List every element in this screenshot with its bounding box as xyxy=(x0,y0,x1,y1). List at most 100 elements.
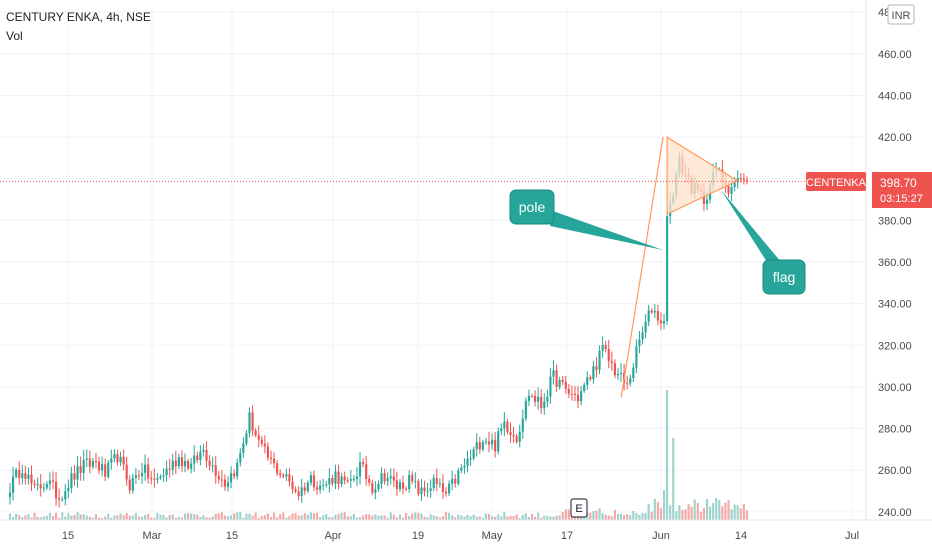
candle-body xyxy=(42,487,45,489)
volume-bar xyxy=(183,513,187,520)
candles xyxy=(8,150,749,508)
candle-body xyxy=(79,466,82,473)
candle-body xyxy=(417,481,420,495)
earnings-event-box[interactable] xyxy=(570,498,588,518)
pole-and-flag-pattern[interactable] xyxy=(620,136,739,398)
candle-body xyxy=(659,320,663,324)
volume-bar xyxy=(500,516,503,520)
volume-bar xyxy=(626,514,629,520)
volume-bar xyxy=(380,515,383,520)
volume-bar xyxy=(202,515,205,520)
volume-bar xyxy=(613,509,616,520)
candle-body xyxy=(248,412,251,434)
candle-body xyxy=(306,482,309,492)
currency-badge-box[interactable] xyxy=(887,4,915,25)
volume-bar xyxy=(279,513,282,520)
volume-bar xyxy=(368,514,371,520)
volume-indicator-label[interactable]: Vol xyxy=(6,29,23,43)
symbol-title[interactable]: CENTURY ENKA, 4h, NSE xyxy=(6,10,151,24)
volume-bar xyxy=(610,516,613,520)
price-axis-area[interactable] xyxy=(866,0,932,520)
candle-body xyxy=(171,460,174,470)
volume-bar xyxy=(24,515,27,520)
volume-bar xyxy=(33,512,36,520)
volume-bar xyxy=(355,517,359,520)
volume-bar xyxy=(405,513,408,520)
candle-body xyxy=(500,428,503,432)
volume-bar xyxy=(15,513,18,520)
volume-bar xyxy=(414,512,417,520)
candle-body xyxy=(54,481,58,499)
candle-body xyxy=(174,460,177,467)
volume-bar xyxy=(426,517,429,520)
candle-body xyxy=(269,457,273,459)
candle-body xyxy=(521,418,524,432)
volume-bar xyxy=(549,516,552,520)
pole-callout-box xyxy=(509,189,555,225)
candle-body xyxy=(134,475,137,478)
candle-body xyxy=(727,186,730,194)
volume-bar xyxy=(159,514,162,520)
volume-bar xyxy=(331,517,334,520)
candle-body xyxy=(337,471,340,485)
volume-bar xyxy=(742,504,745,520)
volume-bar xyxy=(297,515,300,520)
currency-badge[interactable]: INR xyxy=(892,10,911,22)
candle-body xyxy=(644,321,647,333)
volume-bar xyxy=(441,516,445,520)
candle-body xyxy=(33,483,36,485)
candle-body xyxy=(598,350,601,370)
price-tick-label: 280.00 xyxy=(878,424,912,436)
volume-bar xyxy=(199,516,202,520)
volume-bar xyxy=(420,513,423,520)
volume-bar xyxy=(564,509,567,520)
time-axis-area[interactable] xyxy=(0,520,932,550)
volume-bar xyxy=(94,514,98,520)
pole-callout[interactable]: pole xyxy=(509,189,663,250)
candle-body xyxy=(401,482,405,489)
volume-bar xyxy=(699,511,702,520)
flag-callout[interactable]: flag xyxy=(721,190,806,295)
candle-body xyxy=(432,478,435,489)
volume-bar xyxy=(187,513,190,520)
candle-body xyxy=(303,487,306,492)
volume-bar xyxy=(435,516,438,520)
candle-body xyxy=(15,469,18,477)
volume-bar xyxy=(567,509,570,520)
candle-body xyxy=(705,199,709,204)
volume-bar xyxy=(730,509,733,520)
volume-bar xyxy=(616,513,620,520)
candle-body xyxy=(266,446,269,458)
time-tick-label: 19 xyxy=(412,530,424,542)
time-tick-label: 15 xyxy=(226,530,238,542)
volume-bar xyxy=(211,516,214,520)
candle-body xyxy=(592,366,595,380)
volume-bar xyxy=(116,515,119,520)
volume-bar xyxy=(515,514,518,520)
candle-body xyxy=(230,473,233,483)
volume-bar xyxy=(546,515,549,520)
volume-bar xyxy=(392,514,395,520)
candle-body xyxy=(263,443,266,447)
candle-body xyxy=(377,483,380,490)
candle-body xyxy=(257,435,260,440)
candle-body xyxy=(543,401,546,408)
candle-body xyxy=(546,396,549,402)
volume-bar xyxy=(88,516,91,520)
earnings-event-badge[interactable]: E xyxy=(575,503,582,515)
candle-body xyxy=(45,483,48,488)
volume-bar xyxy=(491,516,494,520)
time-tick-label: Jul xyxy=(845,530,859,542)
candle-body xyxy=(137,475,141,477)
volume-bar xyxy=(687,504,690,520)
candle-body xyxy=(85,458,88,460)
candle-body xyxy=(340,476,343,485)
volume-bar xyxy=(190,513,193,520)
volume-bar xyxy=(104,516,107,520)
price-tick-label: 460.00 xyxy=(878,49,912,61)
volume-bar xyxy=(475,516,478,520)
candle-body xyxy=(76,466,79,480)
candle-body xyxy=(128,479,131,491)
candle-body xyxy=(601,345,604,351)
